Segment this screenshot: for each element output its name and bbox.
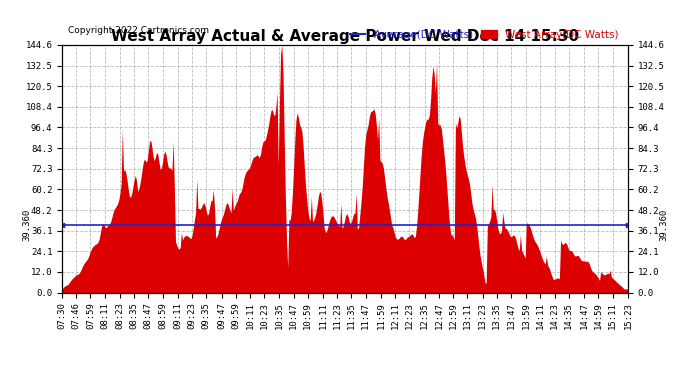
Text: 39.360: 39.360 (22, 209, 31, 241)
Text: 39.360: 39.360 (659, 209, 668, 241)
Title: West Array Actual & Average Power Wed Dec 14 15:30: West Array Actual & Average Power Wed De… (111, 29, 579, 44)
Legend: Average(DC Watts), West Array(DC Watts): Average(DC Watts), West Array(DC Watts) (346, 26, 622, 44)
Text: Copyright 2022 Cartronics.com: Copyright 2022 Cartronics.com (68, 26, 209, 35)
